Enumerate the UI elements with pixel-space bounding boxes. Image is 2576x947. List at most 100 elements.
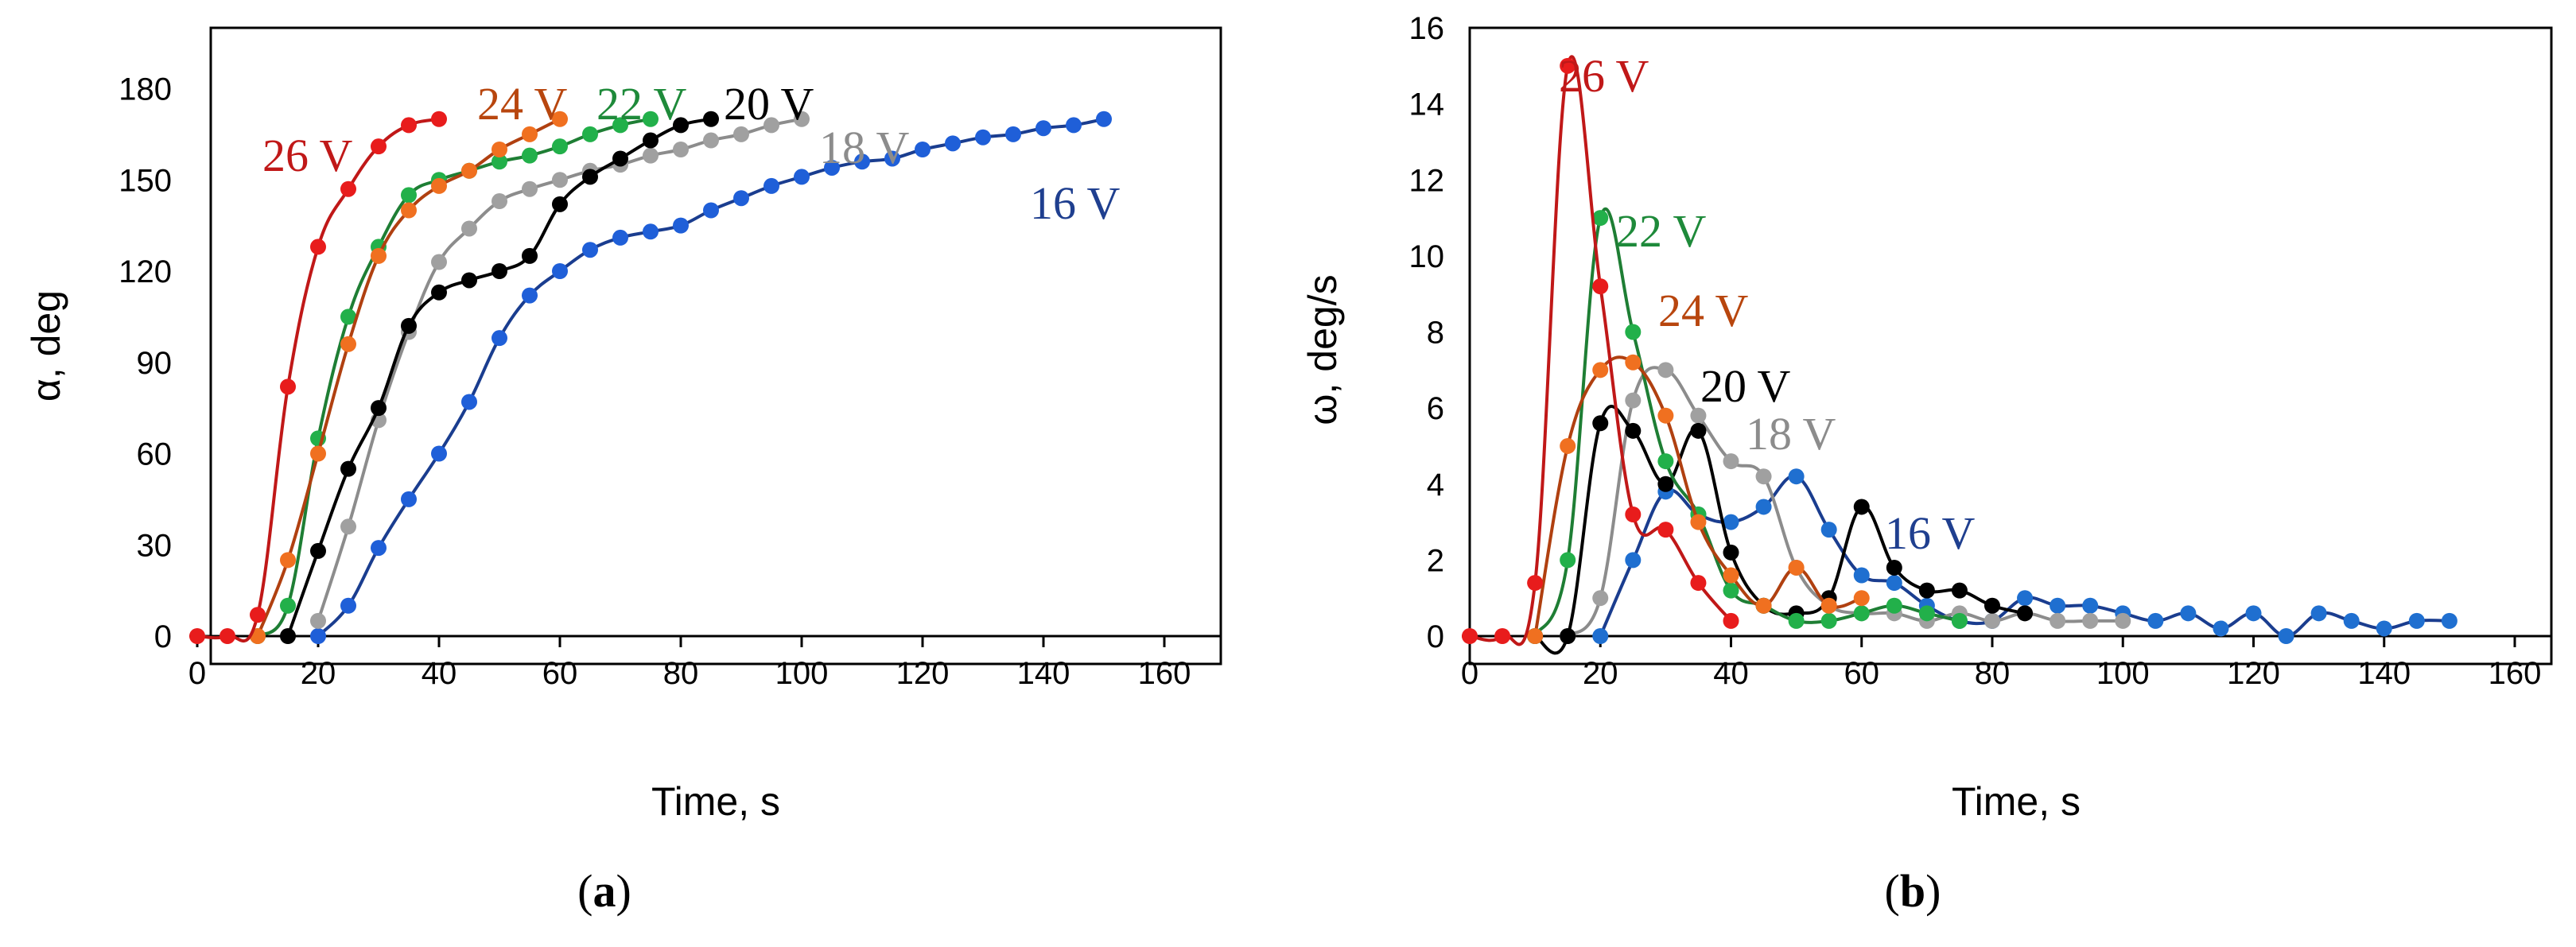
panel-a-point-24V [552, 111, 568, 127]
panel-a-point-18V [522, 180, 538, 197]
panel-b-point-24V [1820, 597, 1837, 614]
panel-a-point-20V [371, 400, 387, 417]
panel-b-point-26V [1723, 612, 1739, 629]
panel-a-y-tick-label: 30 [137, 528, 173, 563]
panel-a-caption: (a) [577, 865, 631, 917]
panel-b-point-20V [1657, 475, 1674, 492]
panel-a-point-20V [582, 169, 598, 185]
panel-b-point-18V [1984, 612, 2000, 629]
panel-b-point-20V [1984, 597, 2000, 614]
panel-a-point-24V [431, 177, 447, 194]
panel-b-point-16V [2180, 605, 2197, 622]
panel-b-y-tick-label: 14 [1409, 87, 1445, 122]
panel-a-point-16V [945, 135, 961, 152]
panel-b-point-26V [1592, 278, 1609, 295]
panel-b-point-18V [1657, 362, 1674, 378]
panel-a-point-24V [522, 126, 538, 142]
panel-b-x-tick-label: 60 [1844, 656, 1880, 691]
panel-a-y-tick-label: 120 [119, 254, 172, 289]
panel-b-caption: (b) [1885, 865, 1941, 917]
panel-b-series-label-18V: 18 V [1746, 408, 1836, 460]
panel-b-point-18V [1755, 468, 1772, 485]
panel-a-series-label-16V: 16 V [1030, 177, 1120, 229]
panel-b-point-18V [1625, 392, 1642, 409]
panel-a-y-tick-label: 60 [137, 437, 173, 472]
panel-b-point-26V [1494, 628, 1511, 644]
panel-b-point-26V [1690, 575, 1707, 592]
panel-b-point-20V [2017, 605, 2034, 622]
panel-a-point-16V [733, 190, 749, 207]
panel-a-point-22V [552, 138, 568, 155]
panel-b-point-16V [2278, 628, 2294, 644]
panel-a-x-tick-label: 20 [301, 656, 336, 691]
panel-a-series-label-18V: 18 V [819, 122, 909, 173]
panel-a-point-16V [371, 540, 387, 557]
panel-b-point-26V [1527, 575, 1544, 592]
panel-b-point-22V [1723, 582, 1739, 599]
panel-a-point-16V [491, 330, 507, 347]
panel-b-x-tick-label: 140 [2357, 656, 2411, 691]
panel-b-y-tick-label: 4 [1427, 468, 1444, 503]
panel-a-x-tick-label: 160 [1138, 656, 1191, 691]
panel-b-series-label-26V: 26 V [1559, 50, 1649, 102]
panel-b-point-16V [1625, 552, 1642, 569]
panel-a-point-16V [340, 597, 356, 614]
panel-a-point-26V [401, 117, 417, 134]
panel-a-point-16V [310, 628, 326, 644]
panel-a-point-22V [280, 597, 296, 614]
panel-b-point-16V [1755, 499, 1772, 515]
panel-b-x-tick-label: 0 [1461, 656, 1478, 691]
panel-b-series-label-22V: 22 V [1616, 205, 1706, 257]
panel-a-point-16V [673, 217, 689, 234]
panel-a-point-18V [491, 193, 507, 210]
panel-a-point-22V [401, 187, 417, 204]
panel-a-point-16V [703, 202, 719, 219]
panel-a-point-20V [461, 272, 477, 289]
panel-a-series-label-24V: 24 V [477, 78, 567, 130]
panel-b-point-24V [1527, 628, 1544, 644]
panel-a-x-tick-label: 0 [188, 656, 206, 691]
panel-a-chart: 0 20 40 60 80 100 120 140 160 0 30 60 90 120 150 180 16… [24, 26, 1222, 917]
panel-b-x-tick-label: 40 [1713, 656, 1749, 691]
panel-b-x-tick-label: 120 [2227, 656, 2280, 691]
panel-a-y-tick-label: 90 [137, 346, 173, 381]
panel-a-point-16V [763, 177, 779, 194]
panel-b-point-16V [2376, 620, 2392, 637]
panel-b-point-20V [1592, 415, 1609, 432]
panel-b-point-24V [1560, 437, 1576, 454]
panel-a-point-16V [824, 159, 840, 176]
panel-a-point-26V [371, 138, 387, 155]
panel-a-point-16V [461, 394, 477, 410]
panel-b-point-20V [1560, 628, 1576, 644]
panel-b-point-24V [1690, 514, 1707, 530]
panel-b-point-22V [1820, 612, 1837, 629]
panel-b-series-label-16V: 16 V [1885, 507, 1975, 559]
panel-b-point-16V [2017, 590, 2034, 607]
panel-a-point-16V [794, 169, 810, 185]
panel-a-plot-area [209, 26, 1222, 666]
panel-b-point-22V [1625, 324, 1642, 340]
panel-a-point-16V [884, 150, 900, 167]
panel-b-x-tick-label: 160 [2489, 656, 2542, 691]
panel-b-y-tick-label: 8 [1427, 316, 1444, 351]
panel-a-point-16V [854, 153, 870, 170]
panel-a-x-tick-label: 60 [542, 656, 578, 691]
panel-b-point-22V [1886, 597, 1902, 614]
panel-a-point-16V [552, 263, 568, 279]
panel-b-point-26V [1462, 628, 1478, 644]
panel-a-x-tick-label: 80 [663, 656, 699, 691]
panel-a-point-20V [340, 460, 356, 477]
panel-a-point-22V [340, 309, 356, 325]
panel-a-point-22V [491, 153, 507, 170]
panel-b-point-18V [2115, 612, 2131, 629]
panel-b-point-22V [1657, 453, 1674, 470]
panel-a-point-20V [522, 247, 538, 264]
panel-a-point-24V [461, 162, 477, 179]
panel-b-point-22V [1951, 612, 1968, 629]
panel-a-point-24V [310, 445, 326, 462]
panel-a-x-tick-label: 40 [422, 656, 457, 691]
panel-a-point-16V [401, 491, 417, 507]
panel-a-point-20V [612, 150, 628, 167]
panel-a-point-18V [552, 172, 568, 188]
